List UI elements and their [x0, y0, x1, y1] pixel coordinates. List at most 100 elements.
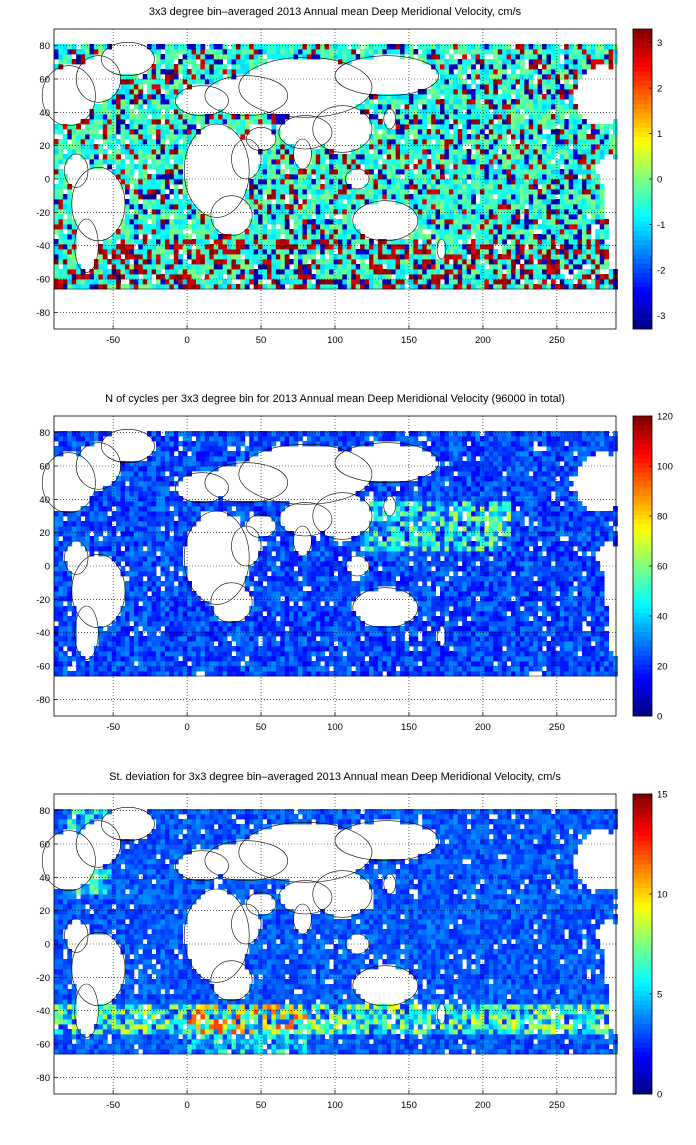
heatmap-cell	[604, 139, 609, 144]
heatmap-cell	[174, 666, 179, 671]
heatmap-cell	[511, 229, 516, 234]
heatmap-cell	[555, 79, 560, 84]
heatmap-cell	[551, 144, 556, 149]
colorbar-segment	[633, 263, 652, 268]
heatmap-cell	[187, 119, 192, 124]
heatmap-cell	[595, 234, 600, 239]
heatmap-cell	[58, 154, 63, 159]
heatmap-cell	[422, 269, 427, 274]
heatmap-cell	[471, 214, 476, 219]
heatmap-cell	[560, 124, 565, 129]
heatmap-cell	[200, 214, 205, 219]
y-tick-label: 20	[39, 141, 50, 152]
heatmap-cell	[329, 284, 334, 289]
heatmap-cell	[453, 671, 458, 676]
heatmap-cell	[58, 224, 63, 229]
heatmap-cell	[555, 84, 560, 89]
heatmap-cell	[480, 119, 485, 124]
heatmap-cell	[338, 224, 343, 229]
heatmap-cell	[276, 274, 281, 279]
heatmap-cell	[329, 239, 334, 244]
heatmap-cell	[289, 149, 294, 154]
heatmap-cell	[218, 69, 223, 74]
heatmap-cell	[533, 159, 538, 164]
heatmap-cell	[436, 274, 441, 279]
heatmap-cell	[387, 274, 392, 279]
heatmap-cell	[54, 274, 59, 279]
heatmap-cell	[223, 671, 228, 676]
heatmap-cell	[595, 134, 600, 139]
heatmap-cell	[511, 129, 516, 134]
heatmap-cell	[63, 264, 68, 269]
heatmap-cell	[431, 54, 436, 59]
heatmap-cell	[152, 129, 157, 134]
heatmap-cell	[289, 269, 294, 274]
heatmap-cell	[600, 284, 605, 289]
heatmap-cell	[444, 124, 449, 129]
heatmap-cell	[520, 144, 525, 149]
heatmap-cell	[129, 254, 134, 259]
heatmap-cell	[507, 254, 512, 259]
heatmap-cell	[147, 139, 152, 144]
heatmap-cell	[103, 139, 108, 144]
heatmap-cell	[365, 651, 370, 656]
heatmap-cell	[555, 249, 560, 254]
heatmap-cell	[546, 149, 551, 154]
heatmap-cell	[538, 194, 543, 199]
heatmap-cell	[338, 179, 343, 184]
heatmap-cell	[431, 279, 436, 284]
heatmap-cell	[178, 84, 183, 89]
heatmap-cell	[507, 199, 512, 204]
heatmap-cell	[489, 214, 494, 219]
heatmap-cell	[422, 244, 427, 249]
heatmap-cell	[440, 69, 445, 74]
heatmap-cell	[560, 214, 565, 219]
heatmap-cell	[444, 274, 449, 279]
heatmap-cell	[258, 249, 263, 254]
heatmap-cell	[418, 124, 423, 129]
heatmap-cell	[342, 219, 347, 224]
heatmap-cell	[391, 259, 396, 264]
heatmap-cell	[187, 279, 192, 284]
heatmap-cell	[436, 54, 441, 59]
heatmap-cell	[209, 651, 214, 656]
heatmap-cell	[440, 224, 445, 229]
heatmap-cell	[223, 239, 228, 244]
heatmap-cell	[196, 661, 201, 666]
heatmap-cell	[564, 94, 569, 99]
heatmap-cell	[498, 224, 503, 229]
heatmap-cell	[156, 94, 161, 99]
heatmap-cell	[94, 274, 99, 279]
heatmap-cell	[493, 179, 498, 184]
heatmap-cell	[529, 139, 534, 144]
heatmap-cell	[165, 239, 170, 244]
heatmap-cell	[418, 209, 423, 214]
heatmap-cell	[396, 174, 401, 179]
heatmap-cell	[436, 159, 441, 164]
heatmap-cell	[400, 254, 405, 259]
heatmap-cell	[409, 259, 414, 264]
heatmap-cell	[378, 189, 383, 194]
heatmap-cell	[129, 199, 134, 204]
heatmap-cell	[458, 74, 463, 79]
heatmap-cell	[307, 661, 312, 666]
heatmap-cell	[564, 199, 569, 204]
heatmap-cell	[169, 69, 174, 74]
heatmap-cell	[89, 129, 94, 134]
heatmap-cell	[369, 274, 374, 279]
heatmap-cell	[76, 134, 81, 139]
heatmap-cell	[493, 189, 498, 194]
heatmap-cell	[271, 154, 276, 159]
heatmap-cell	[258, 184, 263, 189]
heatmap-cell	[240, 44, 245, 49]
heatmap-cell	[400, 666, 405, 671]
heatmap-cell	[387, 169, 392, 174]
heatmap-cell	[178, 159, 183, 164]
heatmap-cell	[578, 284, 583, 289]
heatmap-cell	[507, 119, 512, 124]
heatmap-cell	[467, 199, 472, 204]
heatmap-cell	[604, 274, 609, 279]
heatmap-cell	[165, 666, 170, 671]
heatmap-cell	[152, 651, 157, 656]
heatmap-cell	[515, 249, 520, 254]
